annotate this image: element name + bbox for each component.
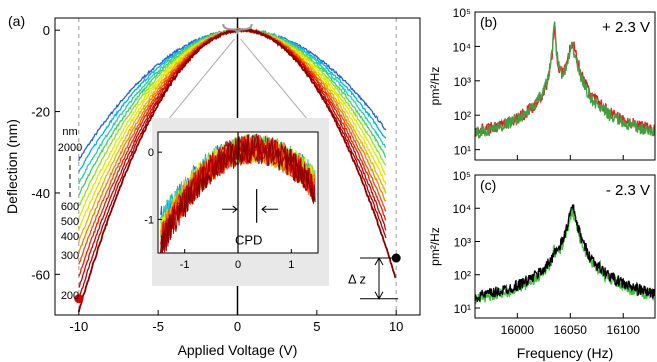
panel-c-panel-label: (c) xyxy=(480,177,496,193)
panel-b-y-tick-label: 10³ xyxy=(454,75,471,89)
panel-c-y-tick-label: 10⁴ xyxy=(452,202,471,216)
panel-c-x-tick-label: 16000 xyxy=(501,323,535,337)
inset-x-tick-label: -1 xyxy=(180,259,190,271)
panel-b-y-axis-label: pm²/Hz xyxy=(428,67,442,106)
x-tick-label: 5 xyxy=(313,319,320,334)
panel-c-y-tick-label: 10¹ xyxy=(454,302,471,316)
y-tick-label: -60 xyxy=(31,267,50,282)
dz-label: Δ z xyxy=(348,271,366,286)
x-tick-label: -10 xyxy=(69,319,88,334)
panel-c-x-tick-label: 16100 xyxy=(607,323,641,337)
series-label-title: nm xyxy=(62,126,77,138)
series-label: 600 xyxy=(61,201,79,213)
panel-b-panel-label: (b) xyxy=(480,14,497,30)
panel-b-y-tick-label: 10⁴ xyxy=(452,40,471,54)
inset-cpd-arrow-left xyxy=(222,205,238,214)
y-tick-label: -40 xyxy=(31,186,50,201)
inset-x-tick-label: 0 xyxy=(235,259,241,271)
inset-y-tick-label: 0 xyxy=(148,147,154,159)
inset-cpd-label: CPD xyxy=(235,233,262,248)
x-axis-label: Applied Voltage (V) xyxy=(178,342,298,358)
panel-b-spectrum-line xyxy=(474,21,656,140)
panel-b-axes-frame xyxy=(474,11,656,161)
inset-x-tick-label: 1 xyxy=(288,259,294,271)
series-label: 500 xyxy=(61,216,79,228)
panel-c-x-tick-label: 16050 xyxy=(554,323,588,337)
panel-c-axes-frame xyxy=(474,174,656,319)
panel-b-y-tick-label: 10² xyxy=(454,109,471,123)
series-label: 300 xyxy=(61,250,79,262)
inset-cpd-arrow-right xyxy=(261,205,278,214)
panel-label-a: (a) xyxy=(8,13,25,29)
panel-b-voltage-label: + 2.3 V xyxy=(602,19,650,36)
panel-c-y-axis-label: pm²/Hz xyxy=(428,227,442,266)
zoom-line xyxy=(240,38,319,133)
inset-y-tick-label: -1 xyxy=(144,214,154,226)
x-tick-label: -5 xyxy=(152,319,164,334)
series-label: 2000 xyxy=(58,142,82,154)
panel-c-y-tick-label: 10⁵ xyxy=(453,169,471,183)
dz-arrow-head-bottom xyxy=(374,291,384,300)
panel-c-y-tick-label: 10² xyxy=(454,269,471,283)
panel-c-voltage-label: - 2.3 V xyxy=(606,182,650,199)
panel-b-spectrum-line xyxy=(474,22,656,138)
series-label: 400 xyxy=(61,231,79,243)
x-tick-label: 10 xyxy=(389,319,403,334)
dz-arrow-head-top xyxy=(374,257,384,266)
y-tick-label: 0 xyxy=(43,23,50,38)
panel-b-y-tick-label: 10¹ xyxy=(454,144,471,158)
endpoint-marker xyxy=(74,294,84,304)
panel-b-y-tick-label: 10⁵ xyxy=(453,6,471,20)
y-tick-label: -20 xyxy=(31,105,50,120)
panel-c-spectrum-line xyxy=(474,204,656,302)
series-label: 200 xyxy=(61,290,79,302)
x-tick-label: 0 xyxy=(234,319,241,334)
panel-c-y-tick-label: 10³ xyxy=(454,235,471,249)
panel-c-x-axis-label: Frequency (Hz) xyxy=(517,345,613,361)
y-axis-label: Deflection (nm) xyxy=(4,119,20,214)
zoom-line xyxy=(157,38,235,133)
